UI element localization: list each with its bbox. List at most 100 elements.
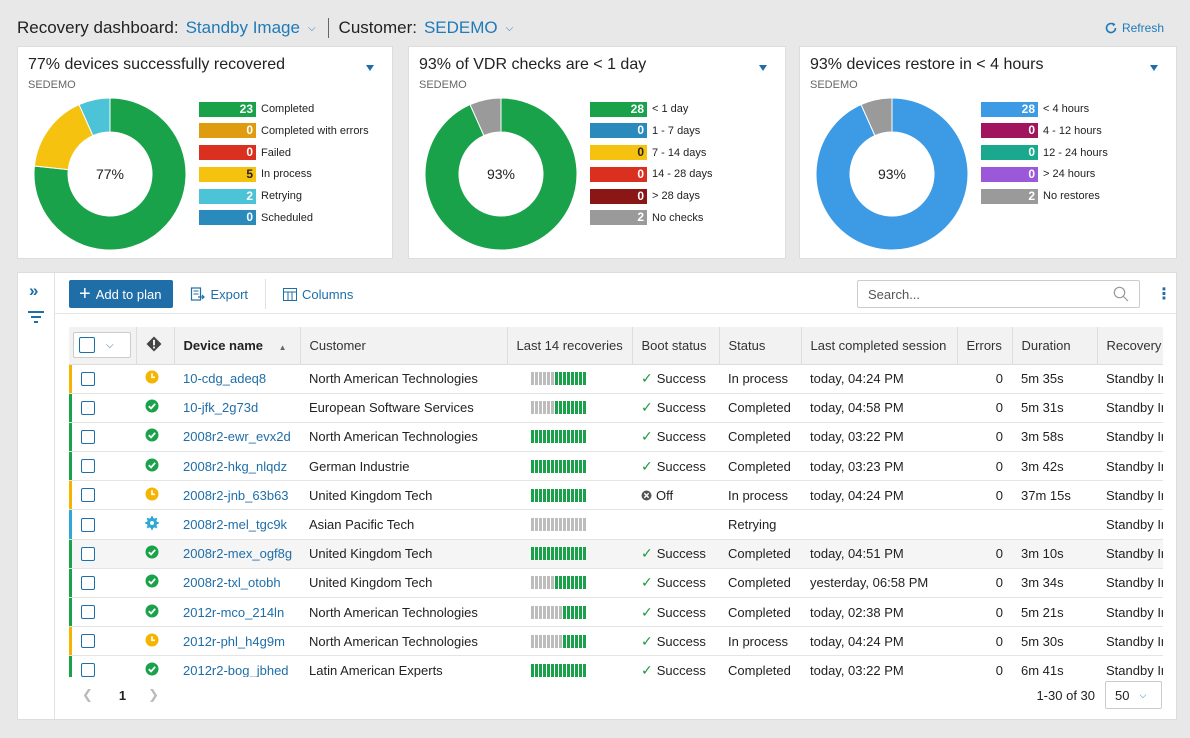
select-all-dropdown[interactable]: ⌵ (73, 332, 131, 359)
legend-item[interactable]: 28 < 4 hours (981, 101, 1108, 117)
recovery-header[interactable]: Recovery (1097, 327, 1163, 365)
legend-item[interactable]: 0 12 - 24 hours (981, 145, 1108, 161)
donut-slice[interactable] (78, 98, 111, 137)
table-row[interactable]: 2012r2-bog_jbhed Latin American Experts ✓ S… (69, 655, 1163, 677)
legend-item[interactable]: 0 > 24 hours (981, 166, 1108, 182)
donut-slice[interactable] (860, 98, 893, 137)
row-select-cell (69, 597, 136, 628)
card-menu-icon[interactable] (366, 65, 374, 71)
device-link[interactable]: 2008r2-mel_tgc9k (183, 517, 288, 533)
donut-slice[interactable] (34, 98, 186, 250)
legend-item[interactable]: 2 No checks (590, 210, 713, 226)
row-checkbox[interactable] (81, 605, 95, 620)
select-all-checkbox[interactable] (79, 337, 95, 354)
legend-item[interactable]: 0 1 - 7 days (590, 123, 713, 139)
device-link[interactable]: 2008r2-mex_ogf8g (183, 546, 293, 562)
table-row[interactable]: 2008r2-mex_ogf8g United Kingdom Tech ✓ Succ… (69, 539, 1163, 569)
add-to-plan-button[interactable]: + Add to plan (69, 280, 174, 308)
page-size-select[interactable]: 50 ⌵ (1105, 681, 1162, 709)
next-page-icon[interactable]: ❯ (148, 687, 160, 702)
prev-page-icon[interactable]: ❮ (82, 687, 93, 702)
device-link[interactable]: 2008r2-jnb_63b63 (183, 487, 289, 503)
device-link[interactable]: 10-jfk_2g73d (183, 400, 259, 416)
device-link[interactable]: 2008r2-hkg_nlqdz (183, 458, 288, 474)
legend-item[interactable]: 2 Retrying (199, 188, 369, 204)
row-checkbox[interactable] (81, 575, 95, 590)
columns-button[interactable]: Columns (283, 287, 353, 302)
table-row[interactable]: 2008r2-mel_tgc9k Asian Pacific Tech Retryi… (69, 509, 1163, 540)
row-checkbox[interactable] (81, 400, 95, 415)
recovery-bar (579, 488, 582, 502)
legend-item[interactable]: 0 > 28 days (590, 188, 713, 204)
legend-item[interactable]: 0 Completed with errors (199, 123, 369, 139)
legend-item[interactable]: 0 7 - 14 days (590, 145, 713, 161)
table-row[interactable]: 2012r-mco_214ln North American Technologi… (69, 597, 1163, 628)
table-row[interactable]: 10-jfk_2g73d European Software Services ✓ S… (69, 393, 1163, 423)
legend-item[interactable]: 2 No restores (981, 188, 1108, 204)
current-page[interactable]: 1 (118, 687, 127, 703)
table-row[interactable]: 2012r-phl_h4g9m North American Technologi… (69, 626, 1163, 657)
customer-select[interactable]: SEDEMO ⌵ (424, 18, 513, 38)
legend-item[interactable]: 0 4 - 12 hours (981, 123, 1108, 139)
last-session-cell: today, 03:22 PM (801, 655, 957, 677)
recovery-bar (551, 576, 554, 590)
state-header[interactable] (136, 327, 175, 365)
device-name-cell: 2008r2-mex_ogf8g (174, 539, 300, 569)
device-link[interactable]: 2008r2-txl_otobh (183, 575, 281, 591)
recovery-bar (535, 663, 538, 677)
row-checkbox[interactable] (81, 459, 95, 474)
table-row[interactable]: 2008r2-jnb_63b63 United Kingdom Tech Off In… (69, 480, 1163, 511)
legend-item[interactable]: 23 Completed (199, 101, 369, 117)
card-menu-icon[interactable] (1150, 65, 1158, 71)
errors-cell: 0 (957, 422, 1012, 453)
refresh-button[interactable]: Refresh (1104, 21, 1164, 35)
row-checkbox[interactable] (81, 634, 95, 649)
more-options-icon[interactable]: ⋮ (1156, 286, 1172, 303)
donut-slice[interactable] (425, 98, 577, 250)
customer-header[interactable]: Customer (300, 327, 508, 365)
last-recoveries-header[interactable]: Last 14 recoveries (507, 327, 633, 365)
row-checkbox[interactable] (81, 429, 95, 444)
status-cell: Completed (719, 597, 801, 628)
legend-item[interactable]: 0 14 - 28 days (590, 166, 713, 182)
check-icon: ✓ (641, 603, 653, 620)
row-checkbox[interactable] (81, 517, 95, 532)
donut-slice[interactable] (469, 98, 502, 137)
table-row[interactable]: 10-cdg_adeq8 North American Technologies ✓… (69, 364, 1163, 394)
table-row[interactable]: 2008r2-txl_otobh United Kingdom Tech ✓ Succ… (69, 568, 1163, 599)
last-session-header[interactable]: Last completed session (801, 327, 958, 365)
legend-item[interactable]: 0 Failed (199, 145, 369, 161)
export-button[interactable]: Export (190, 287, 248, 302)
legend-item[interactable]: 0 Scheduled (199, 210, 369, 226)
recovery-bar (559, 576, 562, 590)
expand-icon[interactable]: » (29, 281, 39, 300)
errors-header[interactable]: Errors (957, 327, 1013, 365)
card-menu-icon[interactable] (759, 65, 767, 71)
table-row[interactable]: 2008r2-ewr_evx2d North American Technolog… (69, 422, 1163, 453)
duration-header[interactable]: Duration (1012, 327, 1098, 365)
legend-item[interactable]: 5 In process (199, 166, 369, 182)
device-name-header[interactable]: Device name ▲ (174, 327, 301, 365)
filter-icon[interactable] (28, 310, 44, 324)
dashboard-select[interactable]: Standby Image ⌵ (186, 18, 316, 38)
row-checkbox[interactable] (81, 663, 95, 677)
recovery-bar (579, 518, 582, 532)
donut-slice[interactable] (816, 98, 968, 250)
recovery-bar (555, 459, 558, 473)
row-checkbox[interactable] (81, 488, 95, 503)
row-checkbox[interactable] (81, 371, 95, 386)
boot-status-header[interactable]: Boot status (632, 327, 720, 365)
table-row[interactable]: 2008r2-hkg_nlqdz German Industrie ✓ Success… (69, 451, 1163, 482)
legend-count: 0 (590, 123, 647, 139)
legend-item[interactable]: 28 < 1 day (590, 101, 713, 117)
status-header[interactable]: Status (719, 327, 802, 365)
device-link[interactable]: 2008r2-ewr_evx2d (183, 429, 291, 445)
legend-count: 0 (590, 145, 647, 161)
search-input[interactable]: Search... (857, 280, 1140, 308)
recoveries-cell (507, 655, 632, 677)
device-link[interactable]: 2012r-mco_214ln (183, 604, 285, 620)
device-link[interactable]: 10-cdg_adeq8 (183, 371, 267, 387)
device-link[interactable]: 2012r2-bog_jbhed (183, 662, 289, 677)
device-link[interactable]: 2012r-phl_h4g9m (183, 633, 285, 649)
row-checkbox[interactable] (81, 546, 95, 561)
